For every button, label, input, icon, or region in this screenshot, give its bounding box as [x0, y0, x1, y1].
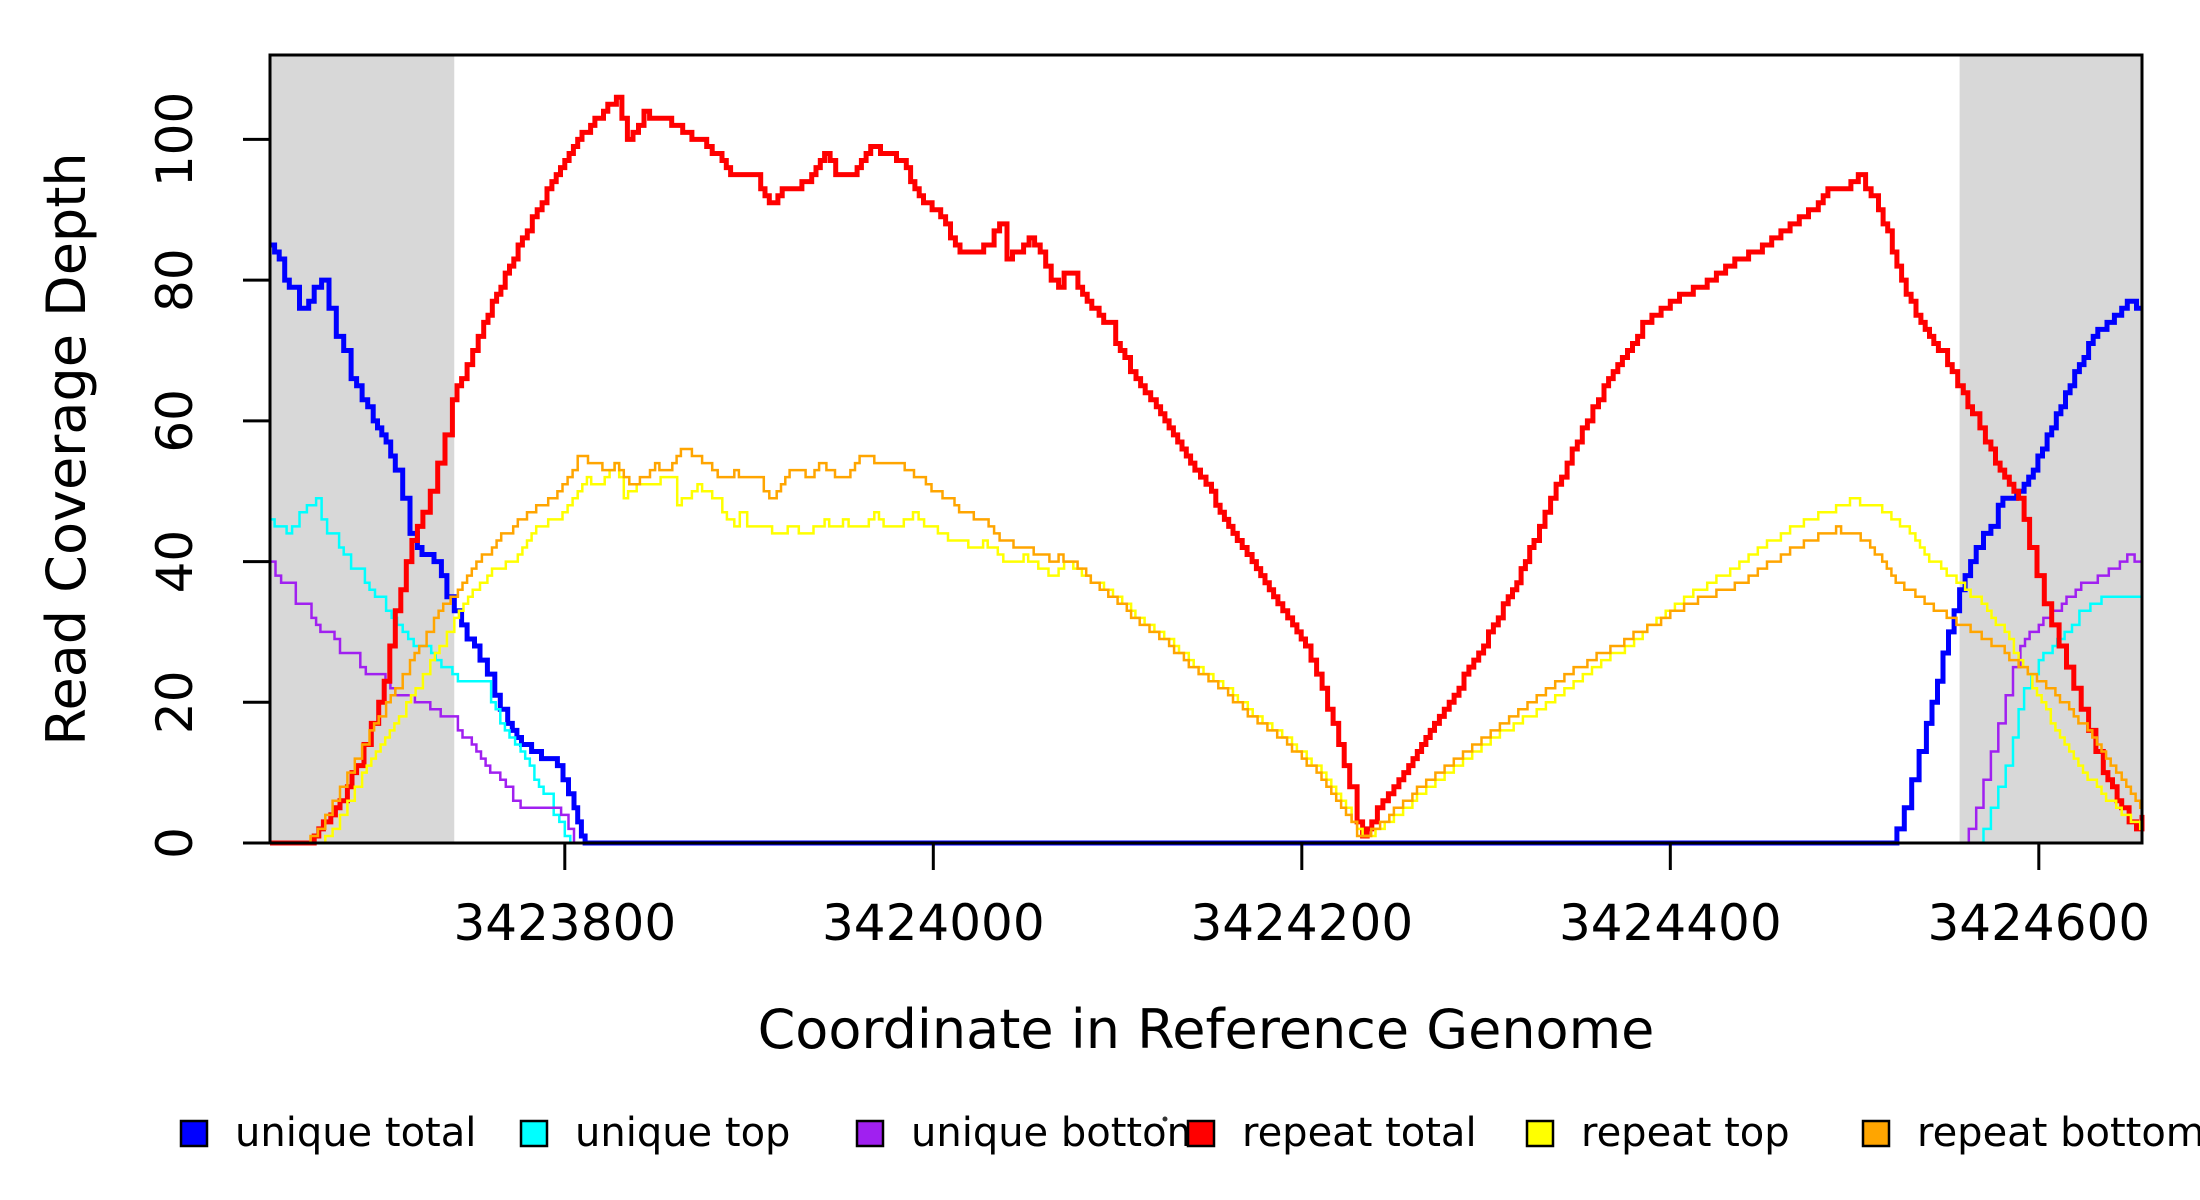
shaded-regions	[270, 55, 2142, 843]
legend-item-unique-total: unique total	[179, 1110, 476, 1156]
legend-item-unique-top: unique top	[519, 1110, 790, 1156]
legend-item-unique-bottom: unique bottom	[855, 1110, 1206, 1156]
x-tick-label: 3423800	[453, 894, 676, 952]
y-tick-label: 40	[146, 530, 204, 594]
legend-label: repeat bottom	[1917, 1110, 2200, 1156]
legend-item-repeat-total: repeat total	[1186, 1110, 1477, 1156]
legend-swatch-repeat-total	[1186, 1119, 1216, 1148]
legend-swatch-unique-top	[519, 1119, 549, 1148]
y-tick-label: 20	[146, 670, 204, 734]
y-tick-label: 80	[146, 248, 204, 312]
y-tick-label: 60	[146, 389, 204, 453]
legend-swatch-unique-total	[179, 1119, 209, 1148]
legend-label: repeat total	[1242, 1110, 1477, 1156]
x-axis-ticks: 3423800 3424000 3424200 3424400 3424600	[453, 843, 2150, 952]
legend-item-repeat-bottom: repeat bottom	[1861, 1110, 2200, 1156]
y-axis-ticks: 0 20 40 60 80 100	[146, 92, 270, 859]
legend-label: unique top	[575, 1110, 790, 1156]
x-tick-label: 3424000	[822, 894, 1045, 952]
x-axis-title: Coordinate in Reference Genome	[758, 998, 1655, 1061]
series-line-repeat-top	[270, 461, 2142, 845]
y-tick-label: 100	[146, 92, 204, 187]
series-line-unique-bottom	[270, 553, 2142, 845]
x-tick-label: 3424600	[1927, 894, 2150, 952]
series-line-unique-total	[270, 242, 2142, 846]
legend-label: unique bottom	[911, 1110, 1206, 1156]
y-tick-label: 0	[146, 827, 204, 859]
legend-label: unique total	[235, 1110, 476, 1156]
series-line-repeat-total	[270, 94, 2145, 846]
shaded-region-2	[1959, 55, 2142, 843]
y-axis-title: Read Coverage Depth	[35, 152, 98, 745]
legend-swatch-repeat-top	[1525, 1119, 1555, 1148]
series-line-repeat-bottom	[270, 447, 2144, 845]
stray-mark-dot	[1162, 1116, 1168, 1122]
x-tick-label: 3424400	[1559, 894, 1782, 952]
legend-swatch-repeat-bottom	[1861, 1119, 1891, 1148]
legend-swatch-unique-bottom	[855, 1119, 885, 1148]
series-line-unique-top	[270, 497, 2142, 845]
series-lines	[270, 94, 2145, 846]
legend-item-repeat-top: repeat top	[1525, 1110, 1790, 1156]
legend: unique total unique top unique bottom repea…	[179, 1110, 2200, 1156]
plot-border	[268, 53, 2144, 845]
shaded-region-1	[270, 55, 455, 843]
legend-label: repeat top	[1581, 1110, 1790, 1156]
x-tick-label: 3424200	[1190, 894, 1413, 952]
